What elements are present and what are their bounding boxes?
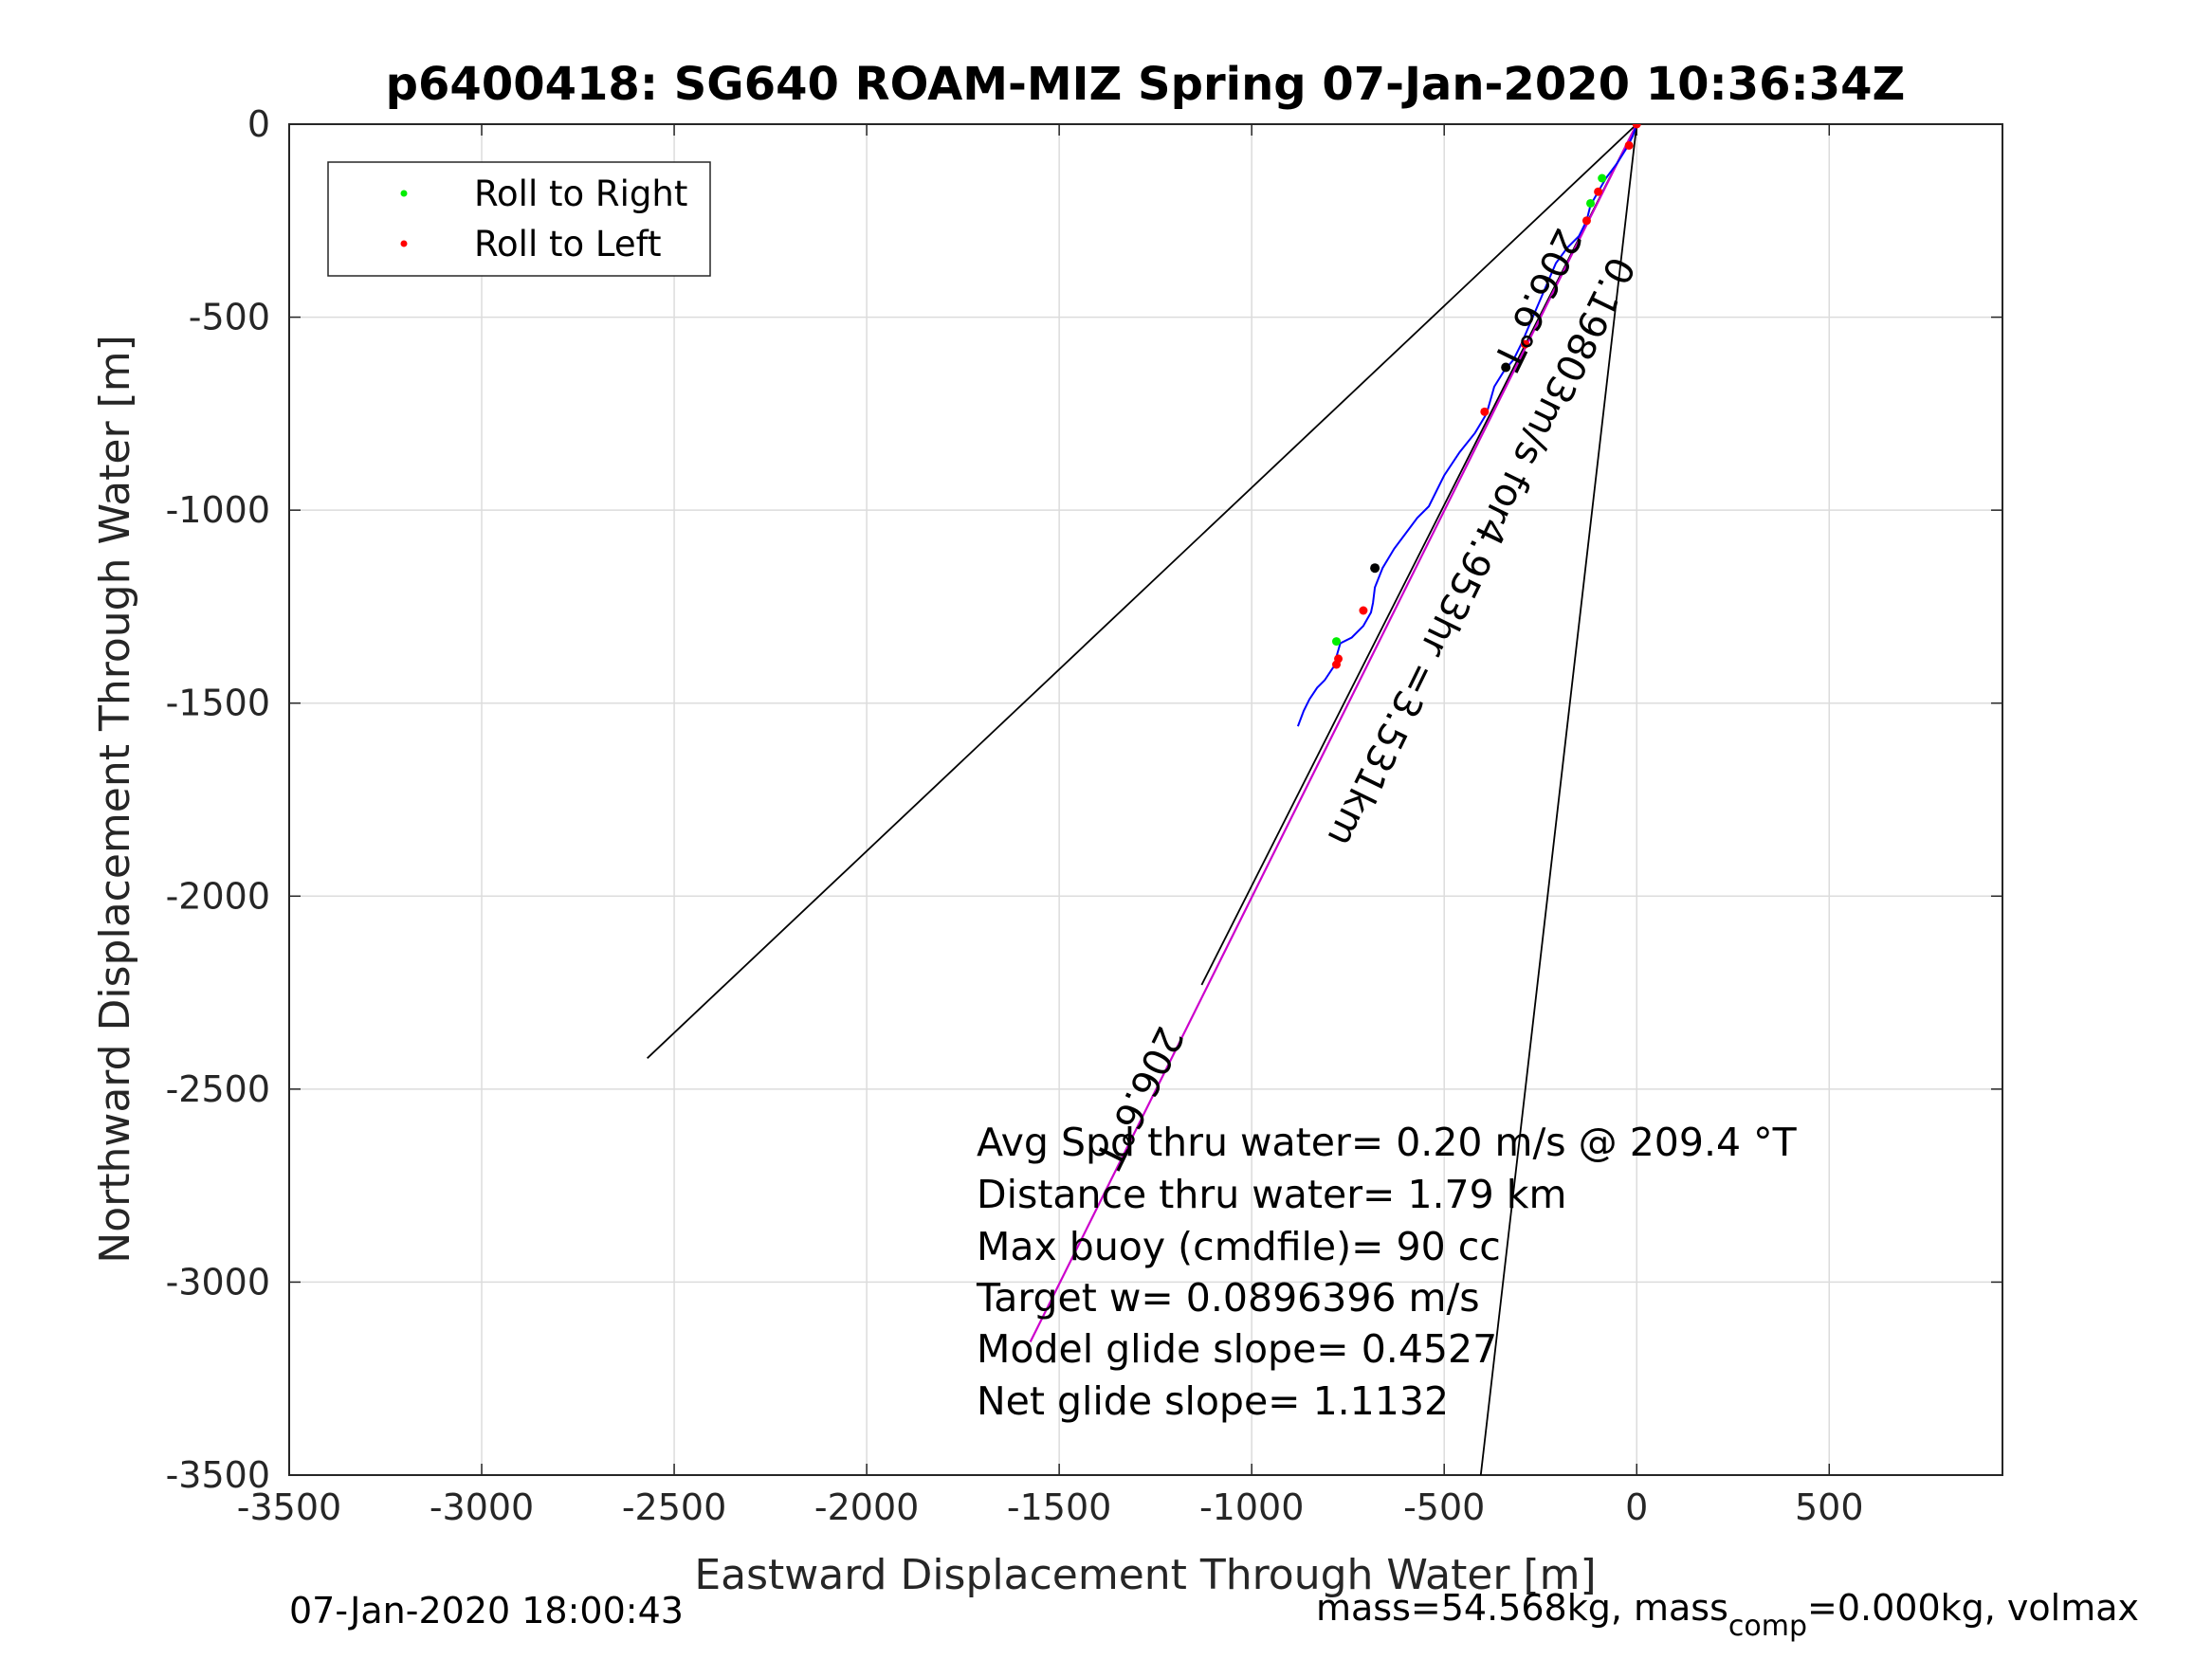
roll-left-marker [1480,407,1490,416]
roll-right-marker [1586,198,1596,208]
current-vector-label: 0.19803m/s for4.953hr =3.531km [1318,250,1642,853]
heading-lines [647,124,1638,1475]
heading-right-line [1479,124,1638,1475]
legend-label-roll-left: Roll to Left [474,224,662,264]
roll-left-marker [1594,187,1603,196]
current-vector-line [1029,124,1638,1343]
glider-track-line [1296,124,1638,727]
x-tick-label: 500 [1795,1486,1864,1528]
roll-right-marker [1332,637,1342,647]
axis-ticks [288,123,2002,1476]
annotation-block: Avg Spd thru water= 0.20 m/s @ 209.4 °T … [976,1120,1798,1424]
legend-marker-roll-right [400,190,408,197]
roll-right-marker [1598,173,1607,183]
x-tick-label: 0 [1625,1486,1648,1528]
x-axis-label: Eastward Displacement Through Water [m] [694,1551,1596,1599]
y-tick-labels: 0 -500 -1000 -1500 -2000 -2500 -3000 -3500 [166,103,270,1496]
y-tick-label: -2000 [166,875,270,917]
y-tick-label: -2500 [166,1068,270,1110]
y-tick-label: -500 [189,297,270,338]
heading-left-line [647,124,1637,1059]
y-tick-label: -3000 [166,1261,270,1303]
annotation-avg-speed: Avg Spd thru water= 0.20 m/s @ 209.4 °T [977,1120,1798,1165]
x-tick-label: -2000 [814,1486,919,1528]
legend: Roll to Right Roll to Left [327,161,711,277]
x-tick-label: -500 [1403,1486,1485,1528]
y-tick-label: -1000 [166,489,270,531]
roll-left-marker [1332,660,1342,669]
annotation-max-buoy: Max buoy (cmdfile)= 90 cc [977,1224,1501,1269]
roll-markers [1332,124,1641,669]
chart-title: p6400418: SG640 ROAM-MIZ Spring 07-Jan-2… [386,58,1906,111]
x-tick-labels: -3500 -3000 -2500 -2000 -1500 -1000 -500 0 500 [237,1486,1864,1528]
roll-left-marker [1624,140,1634,150]
legend-box [327,161,711,277]
footer-mass-subscript: comp [1728,1610,1807,1643]
x-tick-label: -1000 [1199,1486,1304,1528]
plot-content [647,124,1641,1475]
annotation-distance: Distance thru water= 1.79 km [977,1172,1566,1217]
waypoint-marker [1370,563,1380,574]
x-tick-label: -3500 [237,1486,341,1528]
x-tick-label: -2500 [622,1486,726,1528]
footer-timestamp: 07-Jan-2020 18:00:43 [289,1590,684,1632]
grid-lines [288,123,2002,1476]
waypoint-marker [1501,362,1511,373]
footer-mass-prefix: mass=54.568kg, mass [1316,1587,1728,1629]
y-tick-label: -1500 [166,683,270,724]
plot-area-frame [288,123,2003,1476]
legend-marker-roll-left [400,240,408,247]
footer-mass-suffix: =0.000kg, volmax [1807,1587,2139,1629]
y-tick-label: -3500 [166,1454,270,1496]
annotation-target-w: Target w= 0.0896396 m/s [976,1275,1480,1321]
annotation-net-glide-slope: Net glide slope= 1.1132 [977,1378,1449,1424]
roll-left-marker [1359,606,1368,615]
x-tick-label: -3000 [430,1486,534,1528]
annotation-model-glide-slope: Model glide slope= 0.4527 [977,1326,1497,1372]
legend-label-roll-right: Roll to Right [474,173,687,214]
roll-left-marker [1581,216,1591,226]
y-axis-label: Northward Displacement Through Water [m] [91,335,139,1263]
y-tick-label: 0 [247,103,270,145]
footer-mass-info: mass=54.568kg, masscomp=0.000kg, volmax [1316,1587,2139,1643]
roll-left-marker [1632,124,1641,129]
x-tick-label: -1500 [1007,1486,1111,1528]
roll-left-marker [1520,339,1529,349]
